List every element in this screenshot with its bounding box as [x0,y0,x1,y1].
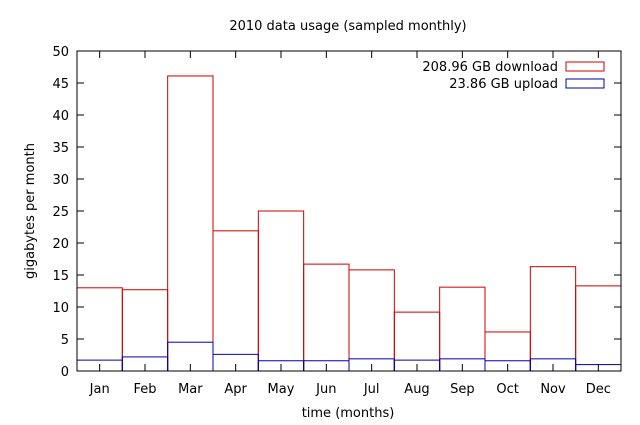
y-tick-label: 35 [52,141,69,156]
bar-0-aug [393,311,441,372]
series-layer [76,75,622,372]
y-tick-label: 50 [52,45,69,60]
x-tick-label-jun: Jun [315,382,336,397]
bar-0-feb [121,289,169,372]
x-axis-label: time (months) [302,406,395,421]
x-tick-label-oct: Oct [496,382,518,397]
x-tick-label-nov: Nov [540,382,566,397]
y-axis-label: gigabytes per month [23,143,38,279]
y-tick-label: 5 [61,333,69,348]
y-tick-label: 10 [52,301,69,316]
y-tick-label: 25 [52,205,69,220]
axes-layer: 0 5 10 15 20 25 30 35 40 45 50 Jan Feb Mar Apr May Jun Ju… [52,45,622,397]
legend: 208.96 GB download 23.86 GB upload [422,60,605,92]
x-tick-label-feb: Feb [133,382,156,397]
bar-0-jan [76,287,123,372]
y-tick-label: 40 [52,109,69,124]
legend-swatch-0 [565,61,605,72]
y-tick-label: 20 [52,237,69,252]
series-0 [76,75,622,372]
legend-label-0: 208.96 GB download [422,60,558,75]
y-tick-label: 30 [52,173,69,188]
bar-0-dec [575,285,622,372]
x-tick-label-apr: Apr [224,382,247,397]
bar-0-mar [167,75,214,372]
x-tick-label-mar: Mar [178,382,203,397]
x-tick-label-jan: Jan [89,382,110,397]
y-tick-label: 0 [61,365,69,380]
x-tick-label-may: May [268,382,295,397]
y-tick-label: 45 [52,77,69,92]
bar-0-may [257,210,305,372]
bar-0-nov [529,266,577,372]
bar-0-jun [303,263,350,372]
x-tick-label-jul: Jul [363,382,380,397]
x-tick-label-dec: Dec [586,382,611,397]
x-tick-label-aug: Aug [404,382,429,397]
chart-title: 2010 data usage (sampled monthly) [229,19,466,34]
legend-label-1: 23.86 GB upload [449,77,558,92]
y-tick-label: 15 [52,269,69,284]
x-tick-label-sep: Sep [450,382,475,397]
legend-swatch-1 [565,78,605,89]
bar-0-apr [212,230,259,372]
bar-0-jul [348,269,395,372]
